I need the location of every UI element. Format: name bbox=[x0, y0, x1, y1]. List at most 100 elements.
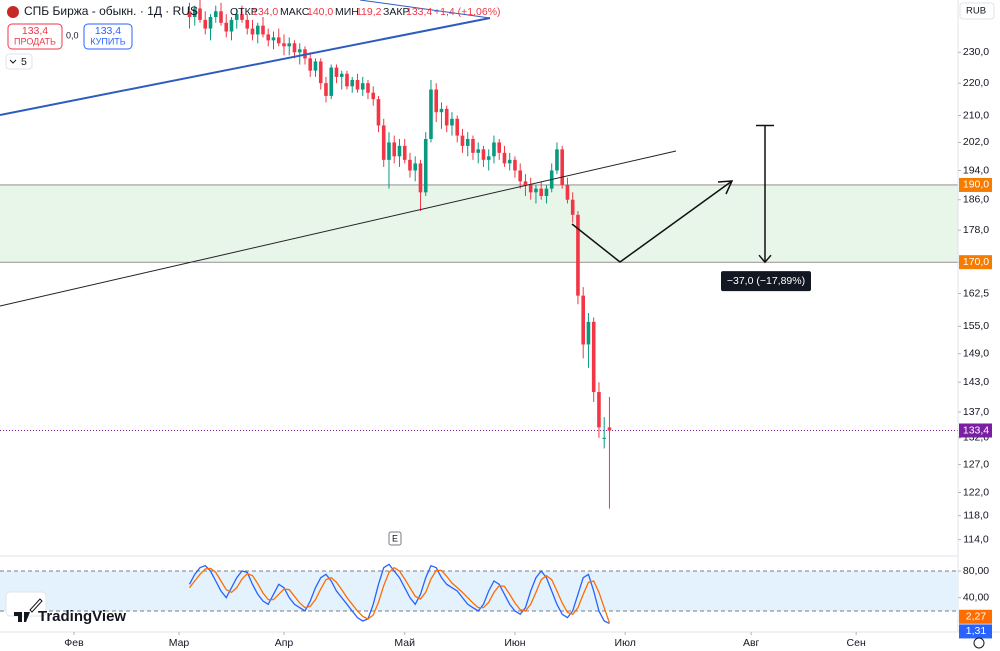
candle-body bbox=[387, 142, 391, 160]
candle-body bbox=[560, 149, 565, 185]
y-tick-label: 143,0 bbox=[963, 376, 989, 388]
candle-body bbox=[481, 149, 486, 160]
sell-button[interactable] bbox=[7, 23, 63, 50]
y-tick-label: 118,0 bbox=[963, 509, 989, 521]
sell-label: ПРОДАТЬ bbox=[14, 36, 56, 46]
events-button[interactable] bbox=[388, 531, 402, 546]
candle-body bbox=[460, 135, 465, 146]
candle-body bbox=[376, 99, 381, 126]
x-tick-label: Сен bbox=[847, 637, 866, 649]
candle-body bbox=[492, 142, 496, 157]
candle-body bbox=[213, 11, 218, 18]
candle-body bbox=[240, 14, 244, 20]
candle-body bbox=[381, 125, 386, 160]
candle-body bbox=[544, 188, 549, 197]
currency-button[interactable] bbox=[959, 2, 995, 20]
y-tick-label: 178,0 bbox=[963, 224, 989, 236]
candle-body bbox=[392, 142, 397, 157]
last-price-box bbox=[959, 423, 992, 438]
candle-body bbox=[250, 28, 255, 35]
trend-line[interactable] bbox=[0, 150, 677, 307]
zone-price-label: 170,0 bbox=[963, 256, 989, 268]
indicators-toggle[interactable] bbox=[5, 53, 33, 70]
candle-body bbox=[355, 80, 360, 90]
indicator-band bbox=[0, 571, 958, 611]
candle-body bbox=[224, 22, 229, 32]
candle-body bbox=[308, 58, 313, 71]
zone-price-label-box bbox=[959, 177, 992, 192]
open-value: 134,0 bbox=[252, 6, 278, 18]
candle-body bbox=[523, 181, 528, 185]
candle-body bbox=[287, 43, 292, 47]
candle-body bbox=[570, 199, 575, 215]
last-price-label: 133,4 bbox=[963, 424, 989, 436]
candle-body bbox=[576, 214, 580, 296]
close-value: 133,4 bbox=[406, 6, 432, 18]
candle-body bbox=[465, 139, 470, 146]
y-tick-label: 127,0 bbox=[963, 458, 989, 470]
logo-icon bbox=[14, 612, 30, 622]
candle-body bbox=[345, 73, 349, 87]
y-tick-label: 162,5 bbox=[963, 287, 989, 299]
pencil-icon bbox=[29, 598, 43, 613]
y-tick-label: 220,0 bbox=[963, 77, 989, 89]
close-label: ЗАКР bbox=[383, 6, 409, 18]
y-tick-label: 114,0 bbox=[963, 533, 989, 545]
trend-line[interactable] bbox=[0, 17, 491, 116]
candle-body bbox=[402, 145, 407, 160]
symbol-title[interactable]: СПБ Биржа - обыкн. · 1Д · RUS bbox=[24, 4, 198, 18]
buy-price: 133,4 bbox=[95, 25, 121, 37]
measure-label-box bbox=[721, 271, 811, 292]
candle-body bbox=[434, 89, 439, 113]
y-tick-label: 230,0 bbox=[963, 46, 989, 58]
candle-body bbox=[597, 392, 601, 428]
candle-body bbox=[187, 11, 192, 18]
high-label: МАКС bbox=[280, 6, 310, 18]
indicator-value-label: 1,31 bbox=[966, 625, 987, 637]
symbol-icon[interactable] bbox=[7, 6, 19, 18]
candle-body bbox=[297, 49, 302, 53]
y-tick-label: 137,0 bbox=[963, 406, 989, 418]
candle-body bbox=[313, 61, 318, 71]
settings-icon[interactable] bbox=[973, 637, 985, 649]
y-tick-label: 194,0 bbox=[963, 164, 989, 176]
measure-arrow bbox=[758, 254, 772, 264]
candle-body bbox=[555, 149, 559, 171]
candle-body bbox=[371, 92, 376, 100]
candle-body bbox=[192, 8, 197, 18]
y-tick-label: 122,0 bbox=[963, 486, 989, 498]
indicator-value-box bbox=[959, 624, 992, 639]
low-value: 119,2 bbox=[356, 6, 382, 18]
zone-price-label-box bbox=[959, 255, 992, 270]
high-value: 140,0 bbox=[307, 6, 333, 18]
candle-body bbox=[408, 159, 412, 171]
indicator-tick-label: 80,00 bbox=[963, 565, 989, 577]
path-arrow[interactable] bbox=[571, 180, 733, 263]
candle-body bbox=[350, 80, 355, 87]
candle-body bbox=[261, 25, 265, 35]
candle-body bbox=[397, 145, 402, 157]
candle-body bbox=[429, 89, 433, 140]
zone-price-label: 190,0 bbox=[963, 179, 989, 191]
price-zone bbox=[0, 184, 958, 263]
indicator-value-label: 2,27 bbox=[966, 611, 987, 623]
candle-body bbox=[607, 427, 612, 431]
candle-body bbox=[471, 139, 475, 153]
candle-body bbox=[444, 108, 449, 126]
candle-body bbox=[565, 184, 570, 200]
x-tick-label: Июн bbox=[504, 637, 525, 649]
indicators-count: 5 bbox=[21, 56, 27, 68]
candle-body bbox=[581, 295, 585, 345]
x-tick-label: Фев bbox=[64, 637, 84, 649]
candle-body bbox=[450, 118, 454, 126]
x-tick-label: Авг bbox=[743, 637, 760, 649]
candle-body bbox=[423, 139, 428, 193]
candle-body bbox=[507, 159, 512, 164]
candle-body bbox=[455, 118, 460, 136]
candle-body bbox=[318, 61, 323, 84]
x-tick-label: Май bbox=[394, 637, 415, 649]
trend-line[interactable] bbox=[359, 0, 491, 19]
arrow-head bbox=[717, 180, 734, 195]
buy-button[interactable] bbox=[83, 23, 133, 50]
candle-body bbox=[418, 163, 423, 193]
